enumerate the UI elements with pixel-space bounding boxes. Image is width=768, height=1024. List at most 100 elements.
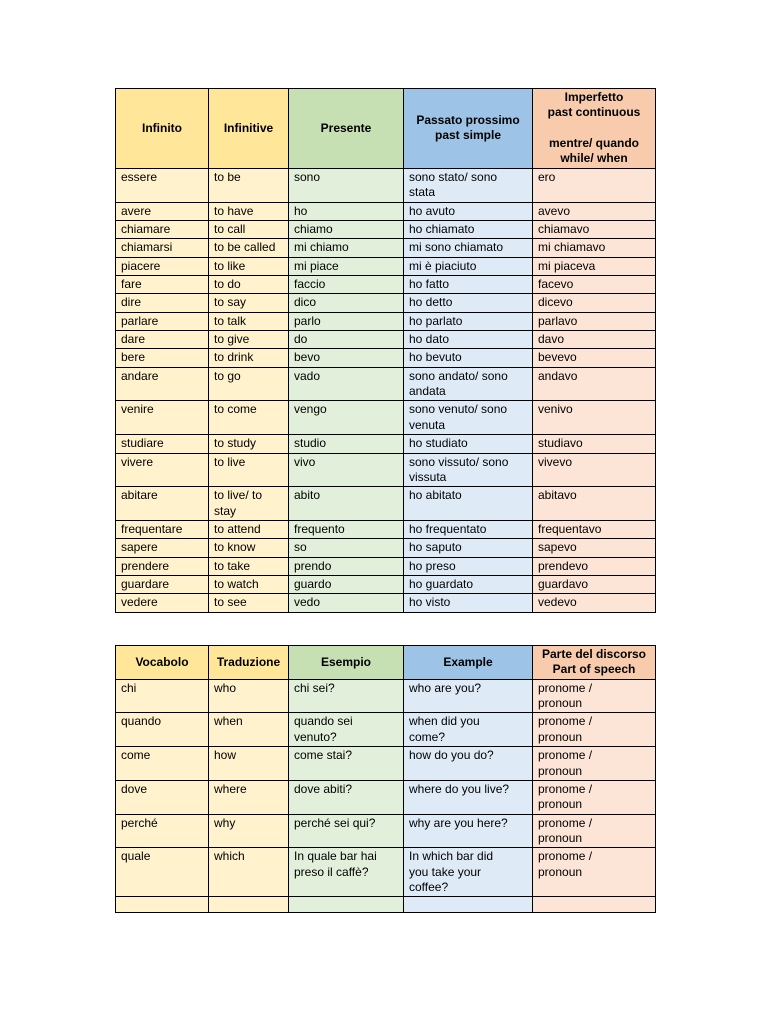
table-cell: mi è piaciuto	[403, 256, 533, 276]
table-row: vedere to see vedo ho visto vedevo	[115, 593, 656, 613]
table-cell: chiamo	[288, 219, 404, 240]
table-cell: to live	[208, 452, 289, 488]
table-cell: where do you live?	[403, 779, 533, 815]
table-cell: sono andato/ sono andata	[403, 366, 533, 402]
table-cell: prendevo	[532, 556, 656, 577]
table-cell: come	[115, 746, 209, 781]
table-cell: vivo	[288, 452, 404, 488]
table-cell: ho detto	[403, 293, 533, 313]
header-cell: Example	[403, 645, 533, 680]
table-cell: to give	[208, 330, 289, 350]
header-cell: Passato prossimo past simple	[403, 88, 533, 169]
table-cell: abito	[288, 486, 404, 521]
verb-conjugation-table: Infinito Infinitive Presente Passato prossi…	[115, 88, 656, 613]
table-cell: pronome / pronoun	[532, 779, 656, 815]
table-cell	[403, 896, 533, 914]
table-cell: bevevo	[532, 348, 656, 368]
table-cell: ho visto	[403, 593, 533, 613]
table-cell	[208, 896, 289, 914]
table-cell: to go	[208, 366, 289, 402]
table-row: quando when quando sei venuto? when did you…	[115, 712, 656, 748]
header-row: Vocabolo Traduzione Esempio Example Parte de…	[115, 645, 656, 680]
table-cell: faccio	[288, 274, 404, 295]
table-cell: come stai?	[288, 746, 404, 781]
table-cell: vedere	[115, 593, 209, 613]
table-cell: who are you?	[403, 678, 533, 714]
table-cell: quale	[115, 847, 209, 898]
table-cell: In which bar did you take your coffee?	[403, 847, 533, 898]
table-cell: to talk	[208, 311, 289, 332]
table-cell: ho fatto	[403, 274, 533, 295]
table-cell: fare	[115, 274, 209, 295]
table-row: frequentare to attend frequento ho frequent…	[115, 519, 656, 540]
table-cell: dove abiti?	[288, 779, 404, 815]
table-cell: davo	[532, 330, 656, 350]
table-cell: ho dato	[403, 330, 533, 350]
table-cell: guardare	[115, 575, 209, 595]
table-cell: to watch	[208, 575, 289, 595]
table-row: avere to have ho ho avuto avevo	[115, 201, 656, 221]
table-row: dire to say dico ho detto dicevo	[115, 293, 656, 313]
table-cell: to know	[208, 538, 289, 558]
table-row: piacere to like mi piace mi è piaciuto mi pi…	[115, 256, 656, 276]
table-cell: when did you come?	[403, 712, 533, 748]
table-cell: parlare	[115, 311, 209, 332]
table-cell: In quale bar hai preso il caffè?	[288, 847, 404, 898]
header-cell: Presente	[288, 88, 404, 169]
table-cell: chiamare	[115, 219, 209, 240]
table-cell: to study	[208, 434, 289, 454]
vocabulary-table-section: Vocabolo Traduzione Esempio Example Parte de…	[115, 645, 656, 914]
table-row: quale which In quale bar hai preso il caff…	[115, 847, 656, 898]
table-row: bere to drink bevo ho bevuto bevevo	[115, 348, 656, 368]
table-cell: frequentare	[115, 519, 209, 540]
verb-table-body: essere to be sono sono stato/ sono stata ero…	[115, 167, 656, 613]
table-cell	[532, 896, 656, 914]
verb-table-head: Infinito Infinitive Presente Passato prossi…	[115, 88, 656, 169]
table-cell: so	[288, 538, 404, 558]
table-cell: vedo	[288, 593, 404, 613]
table-row: chi who chi sei? who are you? pronome / pron…	[115, 678, 656, 714]
table-row: vivere to live vivo sono vissuto/ sono viss…	[115, 452, 656, 488]
table-cell: dico	[288, 293, 404, 313]
table-cell: ho studiato	[403, 434, 533, 454]
table-cell: bevo	[288, 348, 404, 368]
table-cell: piacere	[115, 256, 209, 276]
table-cell: sapevo	[532, 538, 656, 558]
table-cell: to like	[208, 256, 289, 276]
table-row: essere to be sono sono stato/ sono stata ero	[115, 167, 656, 203]
table-cell: ho bevuto	[403, 348, 533, 368]
header-row: Infinito Infinitive Presente Passato prossi…	[115, 88, 656, 169]
table-cell: pronome / pronoun	[532, 813, 656, 849]
table-cell: pronome / pronoun	[532, 678, 656, 714]
table-cell: ho guardato	[403, 575, 533, 595]
table-cell: to drink	[208, 348, 289, 368]
table-row: abitare to live/ to stay abito ho abitato ab…	[115, 486, 656, 521]
table-cell: why are you here?	[403, 813, 533, 849]
table-cell: abitavo	[532, 486, 656, 521]
table-cell: andare	[115, 366, 209, 402]
table-cell: how do you do?	[403, 746, 533, 781]
table-cell: mi piace	[288, 256, 404, 276]
table-cell: dove	[115, 779, 209, 815]
table-cell: dire	[115, 293, 209, 313]
table-cell: vivevo	[532, 452, 656, 488]
table-cell: ho chiamato	[403, 219, 533, 240]
table-cell: pronome / pronoun	[532, 746, 656, 781]
table-cell: mi sono chiamato	[403, 238, 533, 258]
table-row: parlare to talk parlo ho parlato parlavo	[115, 311, 656, 332]
table-cell: quando sei venuto?	[288, 712, 404, 748]
table-cell: to say	[208, 293, 289, 313]
table-cell: abitare	[115, 486, 209, 521]
table-cell: frequentavo	[532, 519, 656, 540]
table-row: studiare to study studio ho studiato studiav…	[115, 434, 656, 454]
table-cell: bere	[115, 348, 209, 368]
table-cell: mi chiamavo	[532, 238, 656, 258]
table-cell: sono venuto/ sono venuta	[403, 400, 533, 436]
table-cell: perché sei qui?	[288, 813, 404, 849]
table-cell: parlo	[288, 311, 404, 332]
table-row: andare to go vado sono andato/ sono andata a…	[115, 366, 656, 402]
vocab-table-body: chi who chi sei? who are you? pronome / pron…	[115, 678, 656, 914]
table-cell: which	[208, 847, 289, 898]
table-cell: studio	[288, 434, 404, 454]
